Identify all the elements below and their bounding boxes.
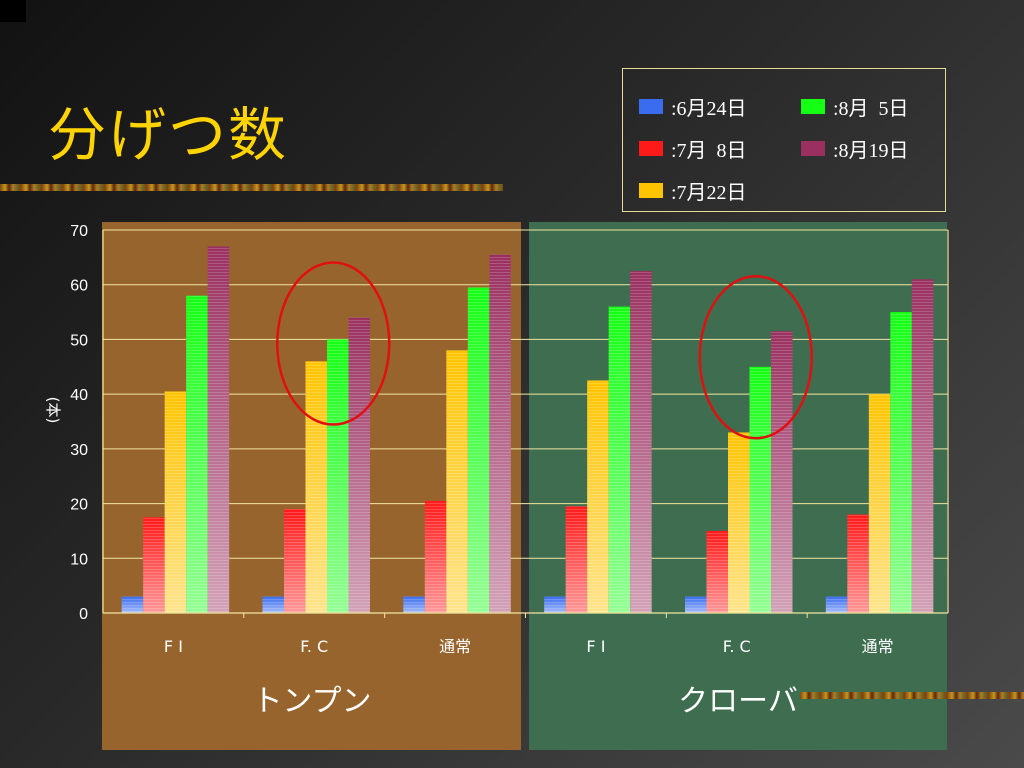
bar-texture (685, 596, 707, 613)
legend-swatch-4 (801, 99, 825, 114)
slide-title: 分げつ数 (48, 101, 289, 169)
legend-label-1: :6月24日 (671, 98, 747, 120)
bar-texture (403, 596, 425, 613)
bar-texture (890, 312, 912, 613)
legend-item-3: :7月22日 (639, 176, 747, 205)
group-label-tonpun: トンプン (252, 684, 372, 719)
x-tick-label: 通常 (862, 637, 894, 656)
bar-texture (868, 394, 891, 613)
group-label-clover: クローバ (678, 684, 798, 719)
legend-label-4: :8月 5日 (833, 98, 909, 120)
corner-mark (0, 0, 26, 22)
bar-texture (348, 317, 370, 613)
x-tick-label: F. C (723, 637, 751, 656)
bar-texture (262, 596, 284, 613)
decorative-line-bottom (800, 692, 1024, 699)
bar-texture (728, 432, 750, 613)
legend-swatch-3 (639, 183, 663, 198)
y-tick-label: 50 (70, 332, 88, 349)
bar-texture (544, 596, 566, 613)
legend-label-3: :7月22日 (671, 182, 747, 204)
bar-texture (143, 517, 165, 613)
legend-swatch-5 (801, 141, 825, 156)
x-tick-label: F I (164, 637, 183, 656)
bar-texture (305, 361, 327, 613)
legend-swatch-2 (639, 141, 663, 156)
bar-texture (164, 391, 187, 613)
bar-texture (424, 500, 447, 613)
bar-texture (327, 339, 349, 613)
bar-texture (587, 380, 609, 613)
y-tick-label: 0 (79, 606, 88, 623)
y-tick-label: 20 (70, 497, 88, 514)
bar-texture (771, 331, 793, 613)
legend-label-5: :8月19日 (833, 140, 909, 162)
y-tick-label: 30 (70, 442, 88, 459)
bar-texture (825, 596, 848, 613)
legend: :6月24日 :7月 8日 :7月22日 :8月 5日 :8月19日 (622, 68, 946, 212)
x-tick-label: 通常 (439, 637, 471, 656)
bar-texture (284, 509, 306, 613)
bar-texture (186, 295, 208, 613)
x-tick-label: F. C (300, 637, 328, 656)
bar-texture (565, 506, 588, 613)
legend-item-1: :6月24日 (639, 92, 747, 121)
decorative-line-top (0, 184, 503, 191)
bar-texture (749, 366, 771, 613)
bar-texture (446, 350, 468, 613)
highlight-ellipse (276, 261, 391, 426)
highlight-ellipse (698, 274, 813, 440)
bar-texture (608, 306, 631, 613)
legend-item-5: :8月19日 (801, 134, 909, 163)
bar-texture (630, 271, 652, 613)
y-tick-label: 60 (70, 278, 88, 295)
bar-texture (706, 530, 728, 613)
y-tick-label: 10 (70, 551, 88, 568)
bar-texture (121, 596, 144, 613)
bar-texture (207, 246, 230, 613)
y-tick-label: 40 (70, 387, 88, 404)
legend-label-2: :7月 8日 (671, 140, 747, 162)
legend-item-2: :7月 8日 (639, 134, 747, 163)
legend-swatch-1 (639, 99, 663, 114)
bar-texture (847, 514, 869, 613)
bar-texture (911, 279, 934, 613)
bar-texture (467, 287, 490, 613)
bar-texture (489, 254, 511, 613)
x-tick-label: F I (586, 637, 605, 656)
legend-item-4: :8月 5日 (801, 92, 909, 121)
y-axis-label: (本) (44, 397, 62, 424)
y-tick-label: 70 (70, 223, 88, 240)
